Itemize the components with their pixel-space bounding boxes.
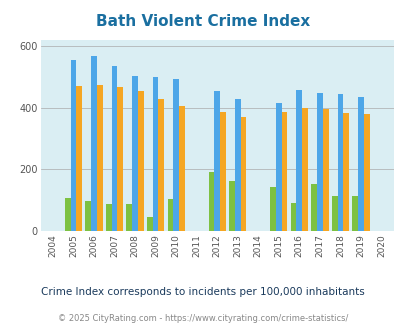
- Bar: [275, 103, 281, 231]
- Bar: [65, 198, 70, 231]
- Bar: [220, 112, 225, 231]
- Bar: [311, 184, 316, 231]
- Bar: [167, 199, 173, 231]
- Bar: [97, 85, 102, 231]
- Bar: [117, 87, 123, 231]
- Bar: [70, 60, 76, 231]
- Bar: [234, 99, 240, 231]
- Bar: [173, 79, 179, 231]
- Bar: [363, 114, 369, 231]
- Bar: [240, 117, 246, 231]
- Bar: [270, 186, 275, 231]
- Bar: [228, 181, 234, 231]
- Bar: [331, 196, 337, 231]
- Bar: [126, 204, 132, 231]
- Bar: [322, 109, 328, 231]
- Bar: [132, 76, 138, 231]
- Bar: [357, 97, 363, 231]
- Bar: [106, 204, 111, 231]
- Bar: [76, 86, 82, 231]
- Bar: [301, 108, 307, 231]
- Bar: [158, 99, 164, 231]
- Bar: [111, 66, 117, 231]
- Bar: [91, 56, 97, 231]
- Text: Crime Index corresponds to incidents per 100,000 inhabitants: Crime Index corresponds to incidents per…: [41, 287, 364, 297]
- Bar: [147, 217, 152, 231]
- Bar: [352, 196, 357, 231]
- Text: © 2025 CityRating.com - https://www.cityrating.com/crime-statistics/: © 2025 CityRating.com - https://www.city…: [58, 314, 347, 323]
- Bar: [138, 90, 143, 231]
- Bar: [85, 201, 91, 231]
- Text: Bath Violent Crime Index: Bath Violent Crime Index: [96, 14, 309, 29]
- Bar: [179, 106, 184, 231]
- Bar: [214, 91, 220, 231]
- Bar: [208, 172, 214, 231]
- Bar: [296, 90, 301, 231]
- Bar: [152, 77, 158, 231]
- Bar: [281, 113, 287, 231]
- Bar: [343, 114, 348, 231]
- Bar: [337, 94, 343, 231]
- Bar: [290, 203, 296, 231]
- Bar: [316, 93, 322, 231]
